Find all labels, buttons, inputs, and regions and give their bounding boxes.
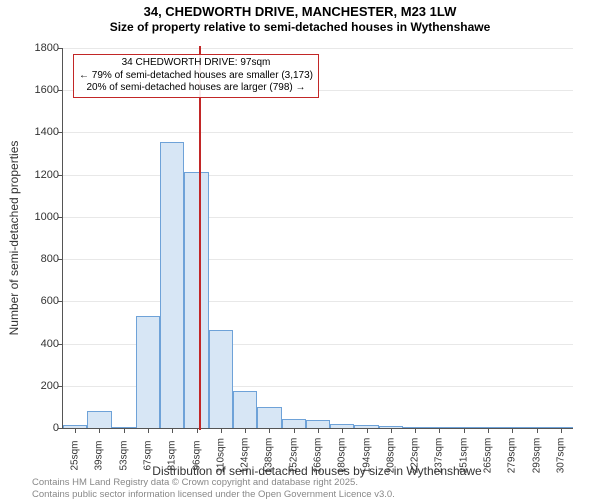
x-tick-mark	[488, 428, 489, 433]
property-marker-line	[199, 46, 201, 430]
x-tick-label: 293sqm	[531, 438, 542, 474]
annotation-line: 20% of semi-detached houses are larger (…	[79, 82, 313, 95]
annotation-line: ← 79% of semi-detached houses are smalle…	[79, 70, 313, 83]
x-tick-mark	[269, 428, 270, 433]
grid-line	[63, 48, 573, 49]
x-tick-mark	[245, 428, 246, 433]
x-tick-mark	[342, 428, 343, 433]
annotation-box: 34 CHEDWORTH DRIVE: 97sqm← 79% of semi-d…	[73, 54, 319, 98]
y-tick-label: 1000	[19, 211, 59, 223]
x-tick-mark	[148, 428, 149, 433]
footer-line-2: Contains public sector information licen…	[32, 489, 395, 500]
x-tick-label: 25sqm	[70, 440, 81, 470]
footer-line-1: Contains HM Land Registry data © Crown c…	[32, 477, 395, 488]
histogram-chart: 02004006008001000120014001600180025sqm39…	[62, 48, 572, 428]
x-tick-mark	[294, 428, 295, 433]
y-tick-label: 600	[19, 295, 59, 307]
x-tick-label: 307sqm	[555, 438, 566, 474]
x-tick-mark	[221, 428, 222, 433]
y-tick-label: 1200	[19, 169, 59, 181]
y-axis-title: Number of semi-detached properties	[7, 141, 21, 336]
x-tick-mark	[197, 428, 198, 433]
x-tick-mark	[391, 428, 392, 433]
histogram-bar	[233, 391, 257, 428]
x-tick-mark	[439, 428, 440, 433]
histogram-bar	[136, 316, 160, 428]
x-tick-mark	[512, 428, 513, 433]
y-tick-label: 1400	[19, 126, 59, 138]
histogram-bar	[306, 420, 330, 428]
grid-line	[63, 132, 573, 133]
histogram-bar	[160, 142, 184, 428]
x-axis-title: Distribution of semi-detached houses by …	[152, 464, 481, 478]
y-tick-label: 1600	[19, 84, 59, 96]
x-tick-label: 39sqm	[94, 440, 105, 470]
y-tick-label: 200	[19, 380, 59, 392]
x-tick-label: 265sqm	[483, 438, 494, 474]
annotation-line: 34 CHEDWORTH DRIVE: 97sqm	[79, 57, 313, 70]
x-tick-mark	[537, 428, 538, 433]
histogram-bar	[209, 330, 233, 428]
grid-line	[63, 175, 573, 176]
x-tick-label: 53sqm	[118, 440, 129, 470]
grid-line	[63, 301, 573, 302]
x-tick-mark	[464, 428, 465, 433]
y-tick-label: 1800	[19, 42, 59, 54]
x-tick-mark	[124, 428, 125, 433]
histogram-bar	[87, 411, 111, 428]
x-tick-mark	[318, 428, 319, 433]
x-tick-mark	[367, 428, 368, 433]
x-tick-label: 279sqm	[507, 438, 518, 474]
histogram-bar	[257, 407, 281, 428]
page-title: 34, CHEDWORTH DRIVE, MANCHESTER, M23 1LW	[0, 4, 600, 19]
y-tick-label: 0	[19, 422, 59, 434]
histogram-bar	[184, 172, 208, 429]
grid-line	[63, 217, 573, 218]
x-tick-mark	[172, 428, 173, 433]
y-tick-label: 400	[19, 338, 59, 350]
page-subtitle: Size of property relative to semi-detach…	[0, 20, 600, 34]
x-tick-mark	[99, 428, 100, 433]
plot-area: 02004006008001000120014001600180025sqm39…	[62, 48, 573, 429]
footer-attribution: Contains HM Land Registry data © Crown c…	[32, 477, 395, 500]
x-tick-mark	[561, 428, 562, 433]
y-tick-label: 800	[19, 253, 59, 265]
grid-line	[63, 259, 573, 260]
histogram-bar	[282, 419, 306, 428]
x-tick-mark	[415, 428, 416, 433]
x-tick-mark	[75, 428, 76, 433]
